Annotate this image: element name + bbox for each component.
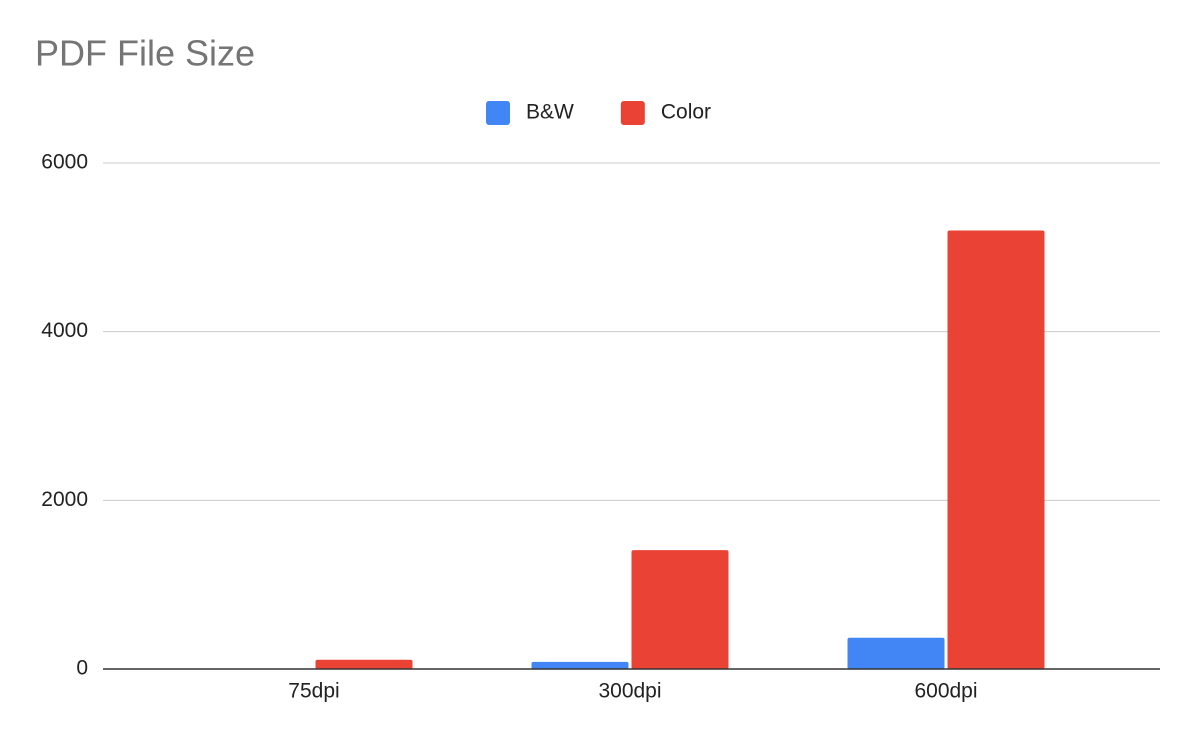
bar — [847, 637, 945, 669]
x-tick-label: 300dpi — [598, 680, 661, 703]
chart-title: PDF File Size — [35, 33, 255, 74]
bar — [631, 550, 729, 669]
legend-swatch — [620, 101, 645, 125]
y-tick-label: 0 — [76, 657, 88, 680]
bar — [531, 661, 629, 669]
y-tick-label: 2000 — [41, 488, 88, 511]
legend-label: B&W — [526, 101, 574, 124]
bar — [315, 659, 413, 669]
legend-label: Color — [661, 101, 711, 124]
y-tick-label: 4000 — [41, 319, 88, 342]
x-tick-label: 600dpi — [914, 680, 977, 703]
bar — [947, 230, 1045, 669]
y-tick-label: 6000 — [41, 151, 88, 174]
legend-swatch — [486, 101, 510, 125]
x-tick-label: 75dpi — [288, 680, 339, 703]
